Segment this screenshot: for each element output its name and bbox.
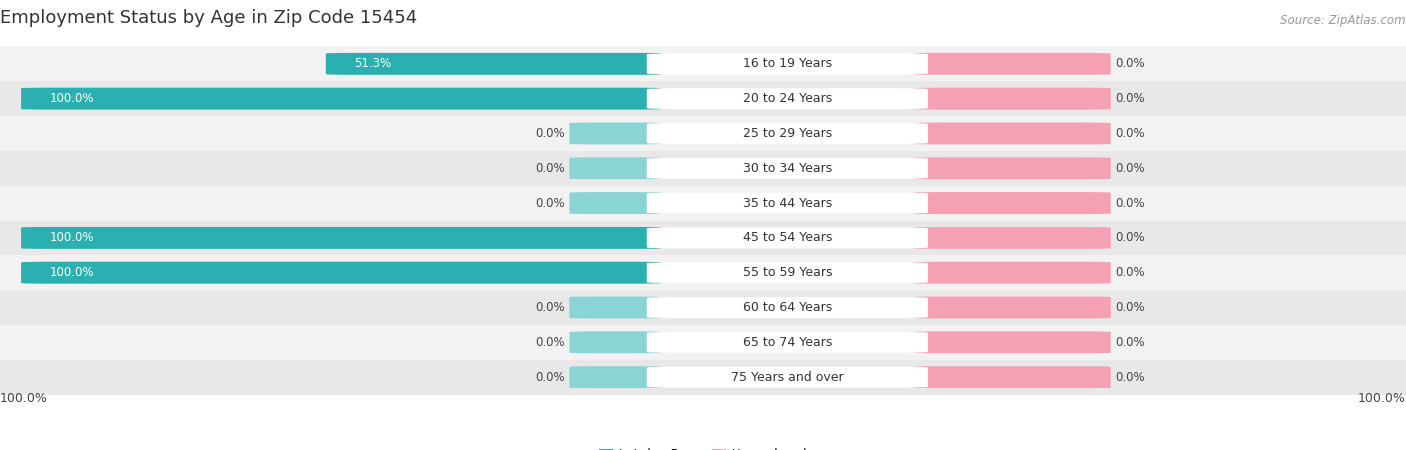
Text: 100.0%: 100.0% (49, 231, 94, 244)
FancyBboxPatch shape (914, 366, 1111, 388)
Text: 0.0%: 0.0% (1115, 92, 1144, 105)
Text: 0.0%: 0.0% (1115, 162, 1144, 175)
FancyBboxPatch shape (569, 122, 661, 144)
FancyBboxPatch shape (647, 54, 928, 74)
Bar (0, 255, 1406, 290)
Bar (0, 151, 1406, 186)
Text: 0.0%: 0.0% (1115, 301, 1144, 314)
Text: 16 to 19 Years: 16 to 19 Years (742, 57, 832, 70)
Text: 0.0%: 0.0% (1115, 336, 1144, 349)
Bar (0, 81, 1406, 116)
Text: 0.0%: 0.0% (536, 336, 565, 349)
Bar (0, 325, 1406, 360)
Text: 65 to 74 Years: 65 to 74 Years (742, 336, 832, 349)
FancyBboxPatch shape (21, 88, 661, 110)
Text: 0.0%: 0.0% (1115, 57, 1144, 70)
FancyBboxPatch shape (21, 227, 661, 249)
Bar (0, 116, 1406, 151)
FancyBboxPatch shape (914, 122, 1111, 144)
Legend: In Labor Force, Unemployed: In Labor Force, Unemployed (595, 443, 811, 450)
FancyBboxPatch shape (914, 158, 1111, 179)
Text: 20 to 24 Years: 20 to 24 Years (742, 92, 832, 105)
Text: Employment Status by Age in Zip Code 15454: Employment Status by Age in Zip Code 154… (0, 9, 418, 27)
Text: 100.0%: 100.0% (1358, 392, 1406, 405)
Bar (0, 186, 1406, 220)
Text: 0.0%: 0.0% (1115, 231, 1144, 244)
FancyBboxPatch shape (326, 53, 661, 75)
Text: 0.0%: 0.0% (536, 162, 565, 175)
Text: 0.0%: 0.0% (1115, 371, 1144, 384)
FancyBboxPatch shape (647, 367, 928, 387)
Text: 0.0%: 0.0% (1115, 127, 1144, 140)
Bar (0, 360, 1406, 395)
Text: 100.0%: 100.0% (49, 266, 94, 279)
Text: 35 to 44 Years: 35 to 44 Years (742, 197, 832, 210)
FancyBboxPatch shape (21, 262, 661, 284)
FancyBboxPatch shape (914, 53, 1111, 75)
FancyBboxPatch shape (647, 332, 928, 353)
Text: 0.0%: 0.0% (536, 197, 565, 210)
FancyBboxPatch shape (647, 297, 928, 318)
Text: 0.0%: 0.0% (1115, 197, 1144, 210)
Text: 45 to 54 Years: 45 to 54 Years (742, 231, 832, 244)
FancyBboxPatch shape (647, 262, 928, 283)
FancyBboxPatch shape (569, 192, 661, 214)
Bar (0, 290, 1406, 325)
Text: 0.0%: 0.0% (536, 371, 565, 384)
Text: 0.0%: 0.0% (1115, 266, 1144, 279)
Text: 100.0%: 100.0% (0, 392, 48, 405)
FancyBboxPatch shape (569, 158, 661, 179)
FancyBboxPatch shape (647, 123, 928, 144)
FancyBboxPatch shape (647, 228, 928, 248)
Text: 75 Years and over: 75 Years and over (731, 371, 844, 384)
FancyBboxPatch shape (647, 158, 928, 179)
Text: 0.0%: 0.0% (536, 301, 565, 314)
Text: 55 to 59 Years: 55 to 59 Years (742, 266, 832, 279)
FancyBboxPatch shape (914, 297, 1111, 319)
FancyBboxPatch shape (914, 227, 1111, 249)
FancyBboxPatch shape (569, 366, 661, 388)
Text: 51.3%: 51.3% (354, 57, 391, 70)
FancyBboxPatch shape (914, 192, 1111, 214)
FancyBboxPatch shape (647, 88, 928, 109)
Text: 60 to 64 Years: 60 to 64 Years (742, 301, 832, 314)
FancyBboxPatch shape (914, 331, 1111, 353)
FancyBboxPatch shape (569, 331, 661, 353)
FancyBboxPatch shape (647, 193, 928, 213)
Bar (0, 46, 1406, 81)
FancyBboxPatch shape (569, 297, 661, 319)
Text: Source: ZipAtlas.com: Source: ZipAtlas.com (1281, 14, 1406, 27)
Text: 25 to 29 Years: 25 to 29 Years (742, 127, 832, 140)
Text: 0.0%: 0.0% (536, 127, 565, 140)
Text: 30 to 34 Years: 30 to 34 Years (742, 162, 832, 175)
FancyBboxPatch shape (914, 262, 1111, 284)
Bar (0, 220, 1406, 255)
FancyBboxPatch shape (914, 88, 1111, 110)
Text: 100.0%: 100.0% (49, 92, 94, 105)
